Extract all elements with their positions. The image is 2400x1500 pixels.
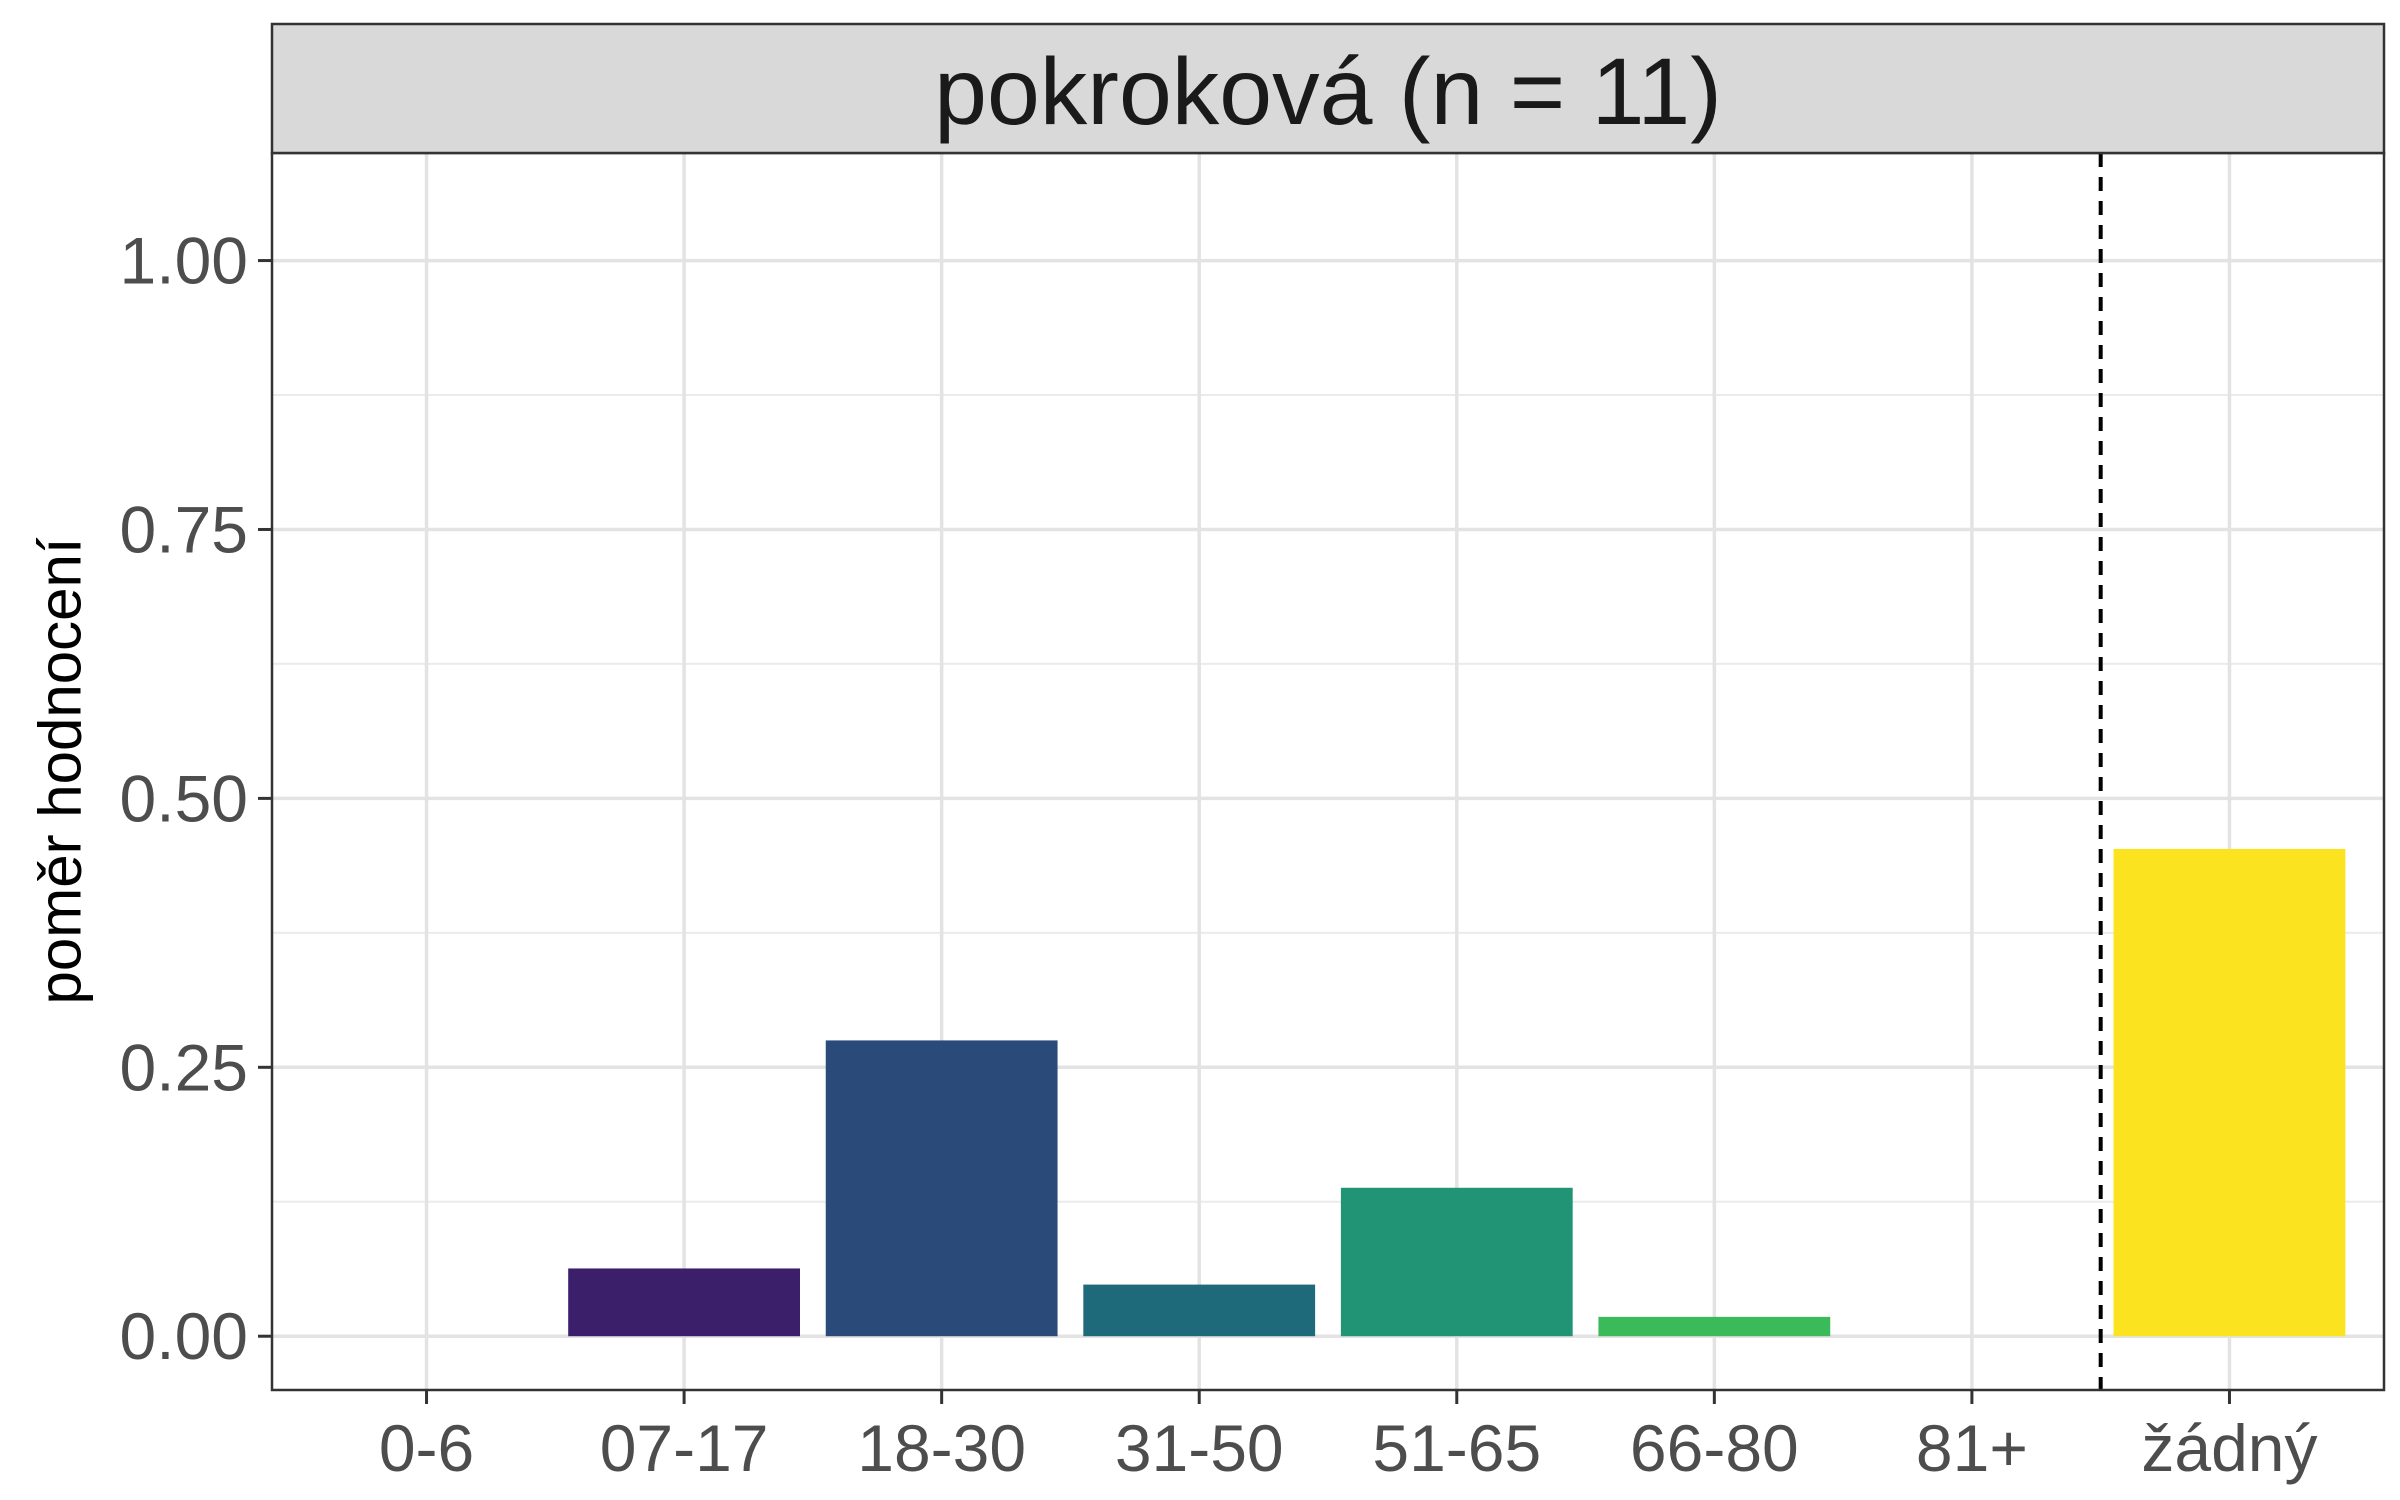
x-tick-label: 07-17 — [600, 1411, 769, 1485]
x-tick-label: 66-80 — [1630, 1411, 1799, 1485]
bar-18-30 — [825, 1040, 1058, 1337]
bar-07-17 — [568, 1268, 800, 1337]
bar-žádný — [2113, 848, 2346, 1337]
y-tick-label: 0.25 — [120, 1030, 248, 1104]
x-tick-label: 0-6 — [379, 1411, 474, 1485]
y-tick-label: 0.00 — [120, 1299, 248, 1373]
x-tick-label: 18-30 — [857, 1411, 1026, 1485]
x-axis: 0-6 07-17 18-30 31-50 51-65 66-80 81+ žádný — [379, 1390, 2318, 1485]
bar-51-65 — [1340, 1187, 1573, 1337]
x-tick-label: 31-50 — [1115, 1411, 1284, 1485]
x-tick-label: 81+ — [1916, 1411, 2028, 1485]
bar-66-80 — [1598, 1316, 1831, 1337]
y-axis-title: poměr hodnocení — [27, 537, 94, 1004]
chart-title: pokroková (n = 11) — [934, 39, 1722, 145]
x-tick-label: žádný — [2141, 1411, 2317, 1485]
plot-panel — [272, 153, 2384, 1390]
y-tick-label: 1.00 — [120, 224, 248, 298]
y-tick-label: 0.50 — [120, 761, 248, 835]
y-axis: 0.00 0.25 0.50 0.75 1.00 — [120, 224, 272, 1373]
y-tick-label: 0.75 — [120, 492, 248, 566]
bars — [568, 848, 2346, 1337]
x-tick-label: 51-65 — [1372, 1411, 1541, 1485]
bar-31-50 — [1083, 1284, 1316, 1337]
facet-strip — [270, 22, 2386, 155]
grid-lines — [272, 153, 2384, 1390]
